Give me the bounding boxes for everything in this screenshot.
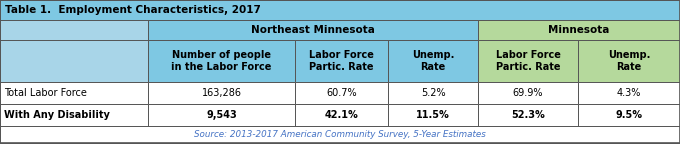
Bar	[478, 40, 578, 82]
Text: 5.2%: 5.2%	[421, 88, 445, 98]
Bar	[388, 82, 478, 104]
Text: Number of people
in the Labor Force: Number of people in the Labor Force	[171, 50, 272, 72]
Text: Unemp.
Rate: Unemp. Rate	[412, 50, 454, 72]
Text: Labor Force
Partic. Rate: Labor Force Partic. Rate	[496, 50, 560, 72]
Bar	[0, 20, 148, 40]
Text: 69.9%: 69.9%	[513, 88, 543, 98]
Text: With Any Disability: With Any Disability	[4, 110, 110, 120]
Bar	[478, 104, 578, 126]
Text: Labor Force
Partic. Rate: Labor Force Partic. Rate	[309, 50, 374, 72]
Bar	[0, 40, 148, 82]
Bar	[148, 82, 295, 104]
Bar	[0, 126, 680, 143]
Bar	[388, 104, 478, 126]
Text: 52.3%: 52.3%	[511, 110, 545, 120]
Text: 4.3%: 4.3%	[617, 88, 641, 98]
Bar	[148, 20, 478, 40]
Bar	[0, 0, 680, 20]
Text: 163,286: 163,286	[201, 88, 241, 98]
Bar	[388, 40, 478, 82]
Bar	[0, 0, 680, 143]
Text: 42.1%: 42.1%	[324, 110, 358, 120]
Text: Source: 2013-2017 American Community Survey, 5-Year Estimates: Source: 2013-2017 American Community Sur…	[194, 130, 486, 139]
Text: 11.5%: 11.5%	[416, 110, 450, 120]
Text: Minnesota: Minnesota	[548, 25, 610, 35]
Bar	[0, 82, 148, 104]
Bar	[295, 82, 388, 104]
Bar	[578, 40, 680, 82]
Bar	[148, 104, 295, 126]
Text: 9,543: 9,543	[206, 110, 237, 120]
Text: 60.7%: 60.7%	[326, 88, 357, 98]
Text: 9.5%: 9.5%	[615, 110, 643, 120]
Bar	[148, 40, 295, 82]
Bar	[578, 82, 680, 104]
Bar	[0, 104, 148, 126]
Text: Table 1.  Employment Characteristics, 2017: Table 1. Employment Characteristics, 201…	[5, 5, 261, 15]
Bar	[478, 82, 578, 104]
Bar	[295, 40, 388, 82]
Bar	[578, 104, 680, 126]
Bar	[295, 104, 388, 126]
Text: Unemp.
Rate: Unemp. Rate	[608, 50, 650, 72]
Bar	[478, 20, 680, 40]
Text: Northeast Minnesota: Northeast Minnesota	[251, 25, 375, 35]
Text: Total Labor Force: Total Labor Force	[4, 88, 87, 98]
